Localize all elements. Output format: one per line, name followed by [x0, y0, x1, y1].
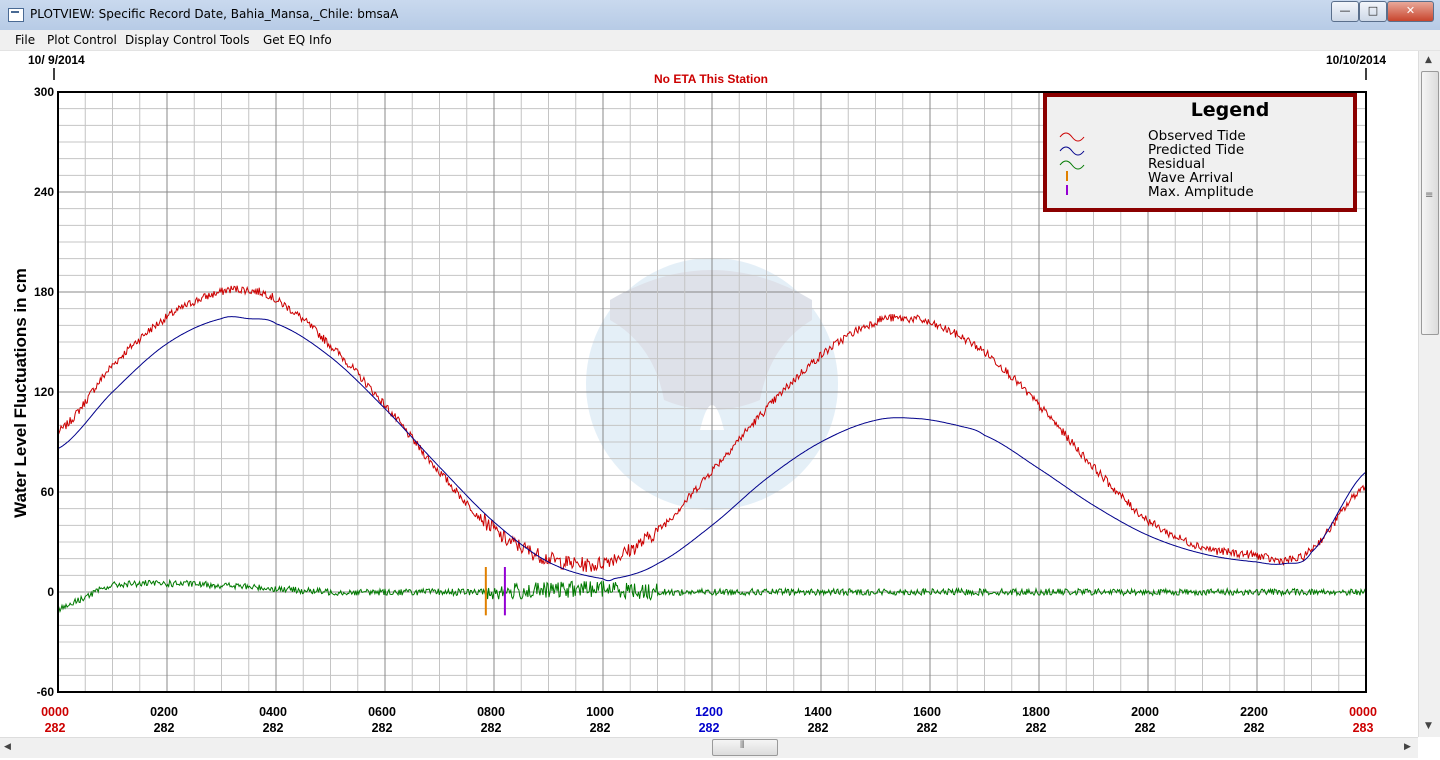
y-tick-label: 120 — [34, 385, 54, 399]
x-tick-day-label: 282 — [917, 721, 938, 735]
grip-icon: ≡ — [1425, 190, 1434, 201]
x-tick-time-label: 1000 — [586, 705, 614, 719]
minimize-button[interactable]: — — [1331, 1, 1359, 22]
legend-observed-swatch — [1059, 132, 1085, 142]
x-tick-day-label: 282 — [1026, 721, 1047, 735]
horizontal-scrollbar[interactable]: ◀ ⦀ ▶ — [0, 737, 1418, 758]
x-tick-time-label: 2000 — [1131, 705, 1159, 719]
x-tick-day-label: 282 — [1135, 721, 1156, 735]
y-tick-label: 180 — [34, 285, 54, 299]
legend-title: Legend — [1191, 99, 1270, 121]
x-tick-day-label: 282 — [154, 721, 175, 735]
x-tick-day-label: 282 — [699, 721, 720, 735]
eta-message: No ETA This Station — [654, 72, 768, 86]
x-tick-day-label: 282 — [372, 721, 393, 735]
x-tick-day-label: 283 — [1353, 721, 1374, 735]
predicted-tide-line — [57, 316, 1367, 582]
legend-item-residual: Residual — [1148, 156, 1205, 172]
legend-item-max-amplitude: Max. Amplitude — [1148, 184, 1254, 200]
x-tick-time-label: 0000 — [1349, 705, 1377, 719]
legend-residual-swatch — [1059, 160, 1085, 170]
x-tick-time-label: 0600 — [368, 705, 396, 719]
x-tick-time-label: 1200 — [695, 705, 723, 719]
menu-tools[interactable]: Tools — [220, 33, 250, 47]
maximize-button[interactable]: □ — [1359, 1, 1387, 22]
y-tick-label: 0 — [47, 585, 54, 599]
y-tick-label: -60 — [37, 685, 55, 699]
legend-item-wave-arrival: Wave Arrival — [1148, 170, 1233, 186]
menu-get-eq-info[interactable]: Get EQ Info — [263, 33, 332, 47]
residual-line — [57, 578, 1367, 613]
plot-series — [57, 285, 1367, 613]
x-tick-time-label: 1600 — [913, 705, 941, 719]
close-button[interactable]: ✕ — [1387, 1, 1434, 22]
x-tick-time-label: 1800 — [1022, 705, 1050, 719]
event-markers — [484, 567, 506, 616]
menu-bar: File Plot Control Display Control Tools … — [0, 30, 1440, 51]
scroll-up-icon[interactable]: ▲ — [1425, 55, 1432, 65]
x-tick-time-label: 0200 — [150, 705, 178, 719]
x-tick-day-label: 282 — [481, 721, 502, 735]
vertical-scrollbar[interactable]: ▲ ≡ ▼ — [1418, 51, 1440, 737]
scroll-down-icon[interactable]: ▼ — [1425, 721, 1432, 731]
legend-item-predicted: Predicted Tide — [1148, 142, 1244, 158]
x-tick-time-label: 0400 — [259, 705, 287, 719]
y-tick-labels: 300 240 180 120 60 0 -60 — [34, 85, 54, 699]
y-axis-label: Water Level Fluctuations in cm — [11, 268, 30, 518]
grip-icon: ⦀ — [740, 740, 745, 751]
y-tick-label: 60 — [41, 485, 55, 499]
x-tick-time-label: 1400 — [804, 705, 832, 719]
x-tick-time-label: 2200 — [1240, 705, 1268, 719]
menu-display-control[interactable]: Display Control — [125, 33, 217, 47]
y-tick-label: 300 — [34, 85, 54, 99]
vertical-scroll-thumb[interactable]: ≡ — [1421, 71, 1439, 335]
legend-item-observed: Observed Tide — [1148, 128, 1246, 144]
x-tick-day-label: 282 — [1244, 721, 1265, 735]
tide-plot: 10/ 9/2014 10/10/2014 No ETA This Statio… — [11, 53, 1386, 735]
x-tick-time-label: 0000 — [41, 705, 69, 719]
scroll-right-icon[interactable]: ▶ — [1404, 742, 1411, 752]
scroll-left-icon[interactable]: ◀ — [4, 742, 11, 752]
window-title: PLOTVIEW: Specific Record Date, Bahia_Ma… — [30, 7, 399, 21]
end-date-label: 10/10/2014 — [1326, 53, 1386, 67]
menu-plot-control[interactable]: Plot Control — [47, 33, 117, 47]
horizontal-scroll-thumb[interactable]: ⦀ — [712, 739, 778, 756]
legend: Legend Observed Tide Predicted Tide Resi… — [1043, 93, 1357, 212]
x-tick-day-label: 282 — [45, 721, 66, 735]
legend-predicted-swatch — [1059, 146, 1085, 156]
start-date-label: 10/ 9/2014 — [28, 53, 85, 67]
y-tick-label: 240 — [34, 185, 54, 199]
observed-tide-line — [57, 285, 1367, 572]
title-bar: PLOTVIEW: Specific Record Date, Bahia_Ma… — [0, 0, 1440, 30]
plot-frame — [57, 91, 1367, 693]
menu-file[interactable]: File — [15, 33, 36, 47]
x-tick-day-label: 282 — [808, 721, 829, 735]
x-tick-day-label: 282 — [590, 721, 611, 735]
x-tick-day-label: 282 — [263, 721, 284, 735]
legend-box — [1043, 93, 1357, 212]
app-icon[interactable] — [8, 8, 24, 22]
x-tick-time-label: 0800 — [477, 705, 505, 719]
x-tick-labels: 0000 282 0200 282 0400 282 0600 282 0800 282 1000 2… — [41, 705, 1377, 735]
